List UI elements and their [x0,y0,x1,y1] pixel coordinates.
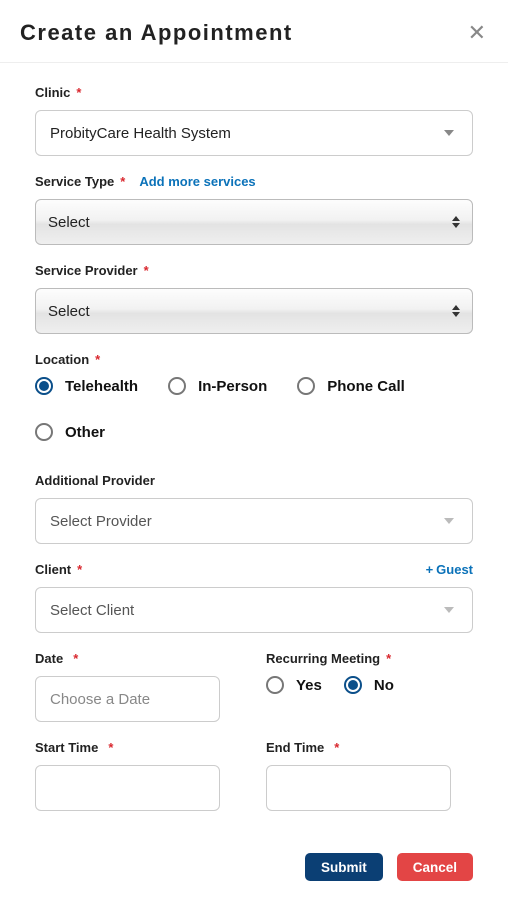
cancel-button[interactable]: Cancel [397,853,473,881]
location-radio-phone[interactable]: Phone Call [297,377,405,395]
radio-label: Telehealth [65,378,138,395]
radio-icon [266,676,284,694]
service-provider-value: Select [48,303,90,320]
date-input[interactable]: Choose a Date [35,676,220,722]
client-label: Client [35,562,71,577]
required-marker: * [95,352,100,367]
chevron-down-icon [444,607,454,613]
location-radio-inperson[interactable]: In-Person [168,377,267,395]
radio-label: Phone Call [327,378,405,395]
clinic-select[interactable]: ProbityCare Health System [35,110,473,156]
service-provider-field: Service Provider * Select [35,263,473,334]
submit-button[interactable]: Submit [305,853,383,881]
end-time-field: End Time * [266,740,473,811]
chevron-down-icon [444,130,454,136]
add-services-link[interactable]: Add more services [139,174,255,189]
service-type-label: Service Type [35,174,114,189]
start-time-field: Start Time * [35,740,242,811]
radio-label: Other [65,424,105,441]
end-time-input[interactable] [266,765,451,811]
start-time-input[interactable] [35,765,220,811]
date-placeholder: Choose a Date [50,691,150,708]
add-guest-link[interactable]: + Guest [426,562,473,577]
additional-provider-select[interactable]: Select Provider [35,498,473,544]
required-marker: * [73,651,78,666]
required-marker: * [120,174,125,189]
radio-label: No [374,677,394,694]
date-label: Date [35,651,63,666]
clinic-value: ProbityCare Health System [50,125,231,142]
required-marker: * [108,740,113,755]
required-marker: * [144,263,149,278]
additional-provider-label: Additional Provider [35,473,155,488]
service-type-value: Select [48,214,90,231]
modal-footer: Submit Cancel [0,841,508,905]
start-time-label: Start Time [35,740,98,755]
modal-title: Create an Appointment [20,20,293,46]
location-radio-telehealth[interactable]: Telehealth [35,377,138,395]
date-field: Date * Choose a Date [35,651,242,722]
service-provider-label: Service Provider [35,263,138,278]
radio-icon [344,676,362,694]
close-icon[interactable]: ✕ [468,22,486,44]
required-marker: * [77,562,82,577]
service-type-select[interactable]: Select [35,199,473,245]
clinic-field: Clinic * ProbityCare Health System [35,85,473,156]
radio-icon [297,377,315,395]
updown-icon [452,216,460,228]
radio-icon [35,423,53,441]
location-radio-other[interactable]: Other [35,423,105,441]
client-value: Select Client [50,602,134,619]
guest-label: Guest [436,562,473,577]
recurring-field: Recurring Meeting * Yes No [266,651,473,722]
recurring-label: Recurring Meeting [266,651,380,666]
required-marker: * [386,651,391,666]
radio-label: Yes [296,677,322,694]
client-field: Client * + Guest Select Client [35,562,473,633]
modal-header: Create an Appointment ✕ [0,0,508,63]
clinic-label: Clinic [35,85,70,100]
additional-provider-field: Additional Provider Select Provider [35,473,473,544]
client-select[interactable]: Select Client [35,587,473,633]
recurring-radio-yes[interactable]: Yes [266,676,322,694]
updown-icon [452,305,460,317]
service-provider-select[interactable]: Select [35,288,473,334]
radio-icon [168,377,186,395]
required-marker: * [76,85,81,100]
recurring-radio-no[interactable]: No [344,676,394,694]
plus-icon: + [426,562,434,577]
additional-provider-value: Select Provider [50,513,152,530]
end-time-label: End Time [266,740,324,755]
radio-label: In-Person [198,378,267,395]
required-marker: * [334,740,339,755]
location-label: Location [35,352,89,367]
service-type-field: Service Type * Add more services Select [35,174,473,245]
create-appointment-modal: Create an Appointment ✕ Clinic * Probity… [0,0,508,905]
location-field: Location * Telehealth In-Person Phone Ca… [35,352,473,441]
chevron-down-icon [444,518,454,524]
radio-icon [35,377,53,395]
modal-body: Clinic * ProbityCare Health System Servi… [0,63,508,841]
